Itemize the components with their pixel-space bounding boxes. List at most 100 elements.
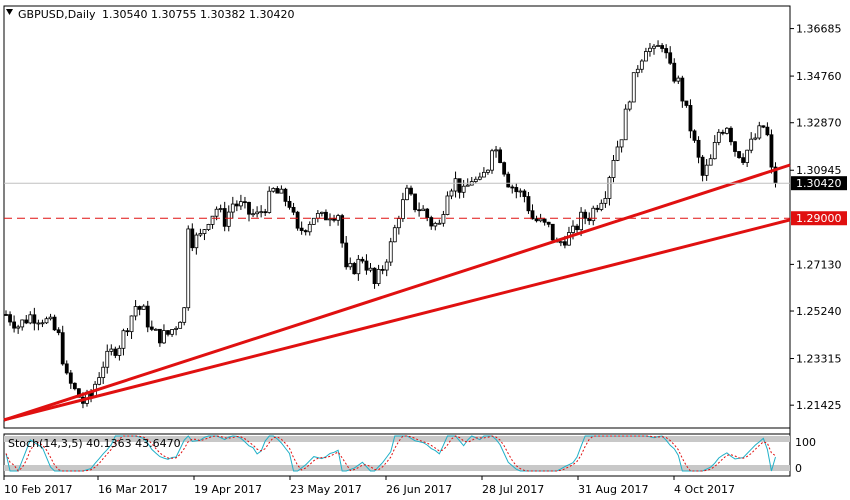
candle-body — [599, 202, 604, 210]
candle-body — [753, 137, 758, 140]
symbol-label: GBPUSD,Daily — [18, 8, 96, 21]
candle-body — [579, 211, 583, 231]
candle-body — [615, 146, 620, 161]
candle-body — [603, 198, 608, 204]
candle-body — [12, 321, 17, 329]
stochastic-series — [5, 435, 776, 472]
candle-body — [319, 211, 324, 214]
candle-body — [218, 208, 223, 210]
candle-body — [676, 77, 681, 82]
candle-body — [413, 193, 417, 211]
candle-body — [494, 149, 498, 152]
candle-body — [40, 322, 45, 325]
candle-body — [700, 156, 705, 176]
candle-body — [745, 149, 750, 163]
candle-body — [194, 234, 199, 249]
candle-body — [498, 149, 503, 164]
time-tick-label: 31 Aug 2017 — [578, 483, 648, 496]
level-price-box — [791, 211, 847, 226]
candle-body — [765, 126, 770, 136]
candle-body — [680, 77, 685, 102]
candle-body — [611, 159, 616, 178]
candle-body — [672, 62, 677, 82]
current-price-box — [791, 176, 847, 191]
candle-body — [526, 196, 531, 212]
candle-body — [315, 213, 320, 219]
candle-body — [68, 372, 73, 384]
candle-body — [226, 211, 231, 227]
time-tick-label: 28 Jul 2017 — [482, 483, 544, 496]
candle-body — [271, 188, 276, 192]
candle-body — [530, 210, 535, 220]
candle-body — [405, 187, 409, 201]
time-tick-label: 4 Oct 2017 — [674, 483, 735, 496]
candle-body — [332, 218, 336, 221]
candle-body — [660, 45, 664, 49]
candle-body — [170, 329, 174, 335]
candle-body — [287, 200, 292, 208]
candle-body — [380, 268, 385, 271]
candle-body — [360, 258, 365, 262]
candle-body — [769, 134, 774, 168]
candle-body — [214, 208, 219, 217]
candle-body — [28, 314, 33, 324]
candle-body — [453, 178, 458, 192]
candle-body — [656, 45, 660, 47]
candle-body — [664, 48, 669, 54]
candle-body — [299, 227, 304, 231]
level-price-label: 1.29000 — [796, 212, 842, 225]
candle-body — [372, 267, 377, 285]
candle-body — [238, 201, 243, 207]
candle-body — [716, 131, 721, 143]
candle-body — [186, 228, 191, 309]
candle-body — [340, 215, 345, 244]
candle-body — [133, 306, 138, 317]
candle-body — [324, 211, 328, 221]
time-tick-label: 16 Mar 2017 — [98, 483, 168, 496]
candle-body — [259, 211, 264, 214]
candle-body — [465, 184, 470, 187]
candle-body — [631, 72, 636, 103]
stoch-level-low: 0 — [795, 462, 802, 475]
candle-body — [109, 348, 114, 352]
candle-body — [563, 241, 567, 246]
candle-body — [575, 225, 579, 231]
candle-body — [400, 199, 405, 220]
candle-body — [733, 141, 737, 152]
price-tick-labels: 1.36685 1.34760 1.32870 1.30945 1.27130 1.252… — [790, 23, 842, 412]
candle-body — [567, 232, 571, 246]
candle-body — [174, 327, 179, 330]
candle-body — [291, 206, 296, 213]
candle-body — [307, 223, 312, 233]
candle-body — [445, 195, 450, 215]
ohlc-label: 1.30540 1.30755 1.30382 1.30420 — [102, 8, 294, 21]
candle-body — [344, 242, 349, 268]
candle-body — [178, 321, 183, 329]
candle-body — [486, 169, 490, 173]
candle-body — [72, 382, 77, 390]
candle-body — [538, 218, 543, 222]
candle-body — [32, 314, 37, 324]
candle-body — [607, 177, 612, 199]
candle-body — [137, 306, 142, 310]
time-tick-label: 19 Apr 2017 — [194, 483, 262, 496]
candle-body — [153, 328, 158, 331]
price-tick-label: 1.23315 — [796, 353, 842, 366]
trendline — [3, 218, 791, 422]
candle-body — [20, 319, 25, 328]
candle-body — [720, 131, 725, 134]
candle-body — [145, 305, 150, 328]
candle-body — [295, 211, 300, 229]
candle-body — [263, 211, 268, 214]
candle-body — [571, 225, 575, 233]
candle-body — [356, 258, 361, 275]
candle-body — [473, 178, 478, 182]
candle-body — [749, 138, 754, 151]
candle-body — [639, 60, 644, 70]
candle-body — [627, 101, 632, 110]
candle-body — [303, 230, 308, 233]
candle-body — [506, 173, 511, 188]
candle-body — [162, 330, 166, 344]
